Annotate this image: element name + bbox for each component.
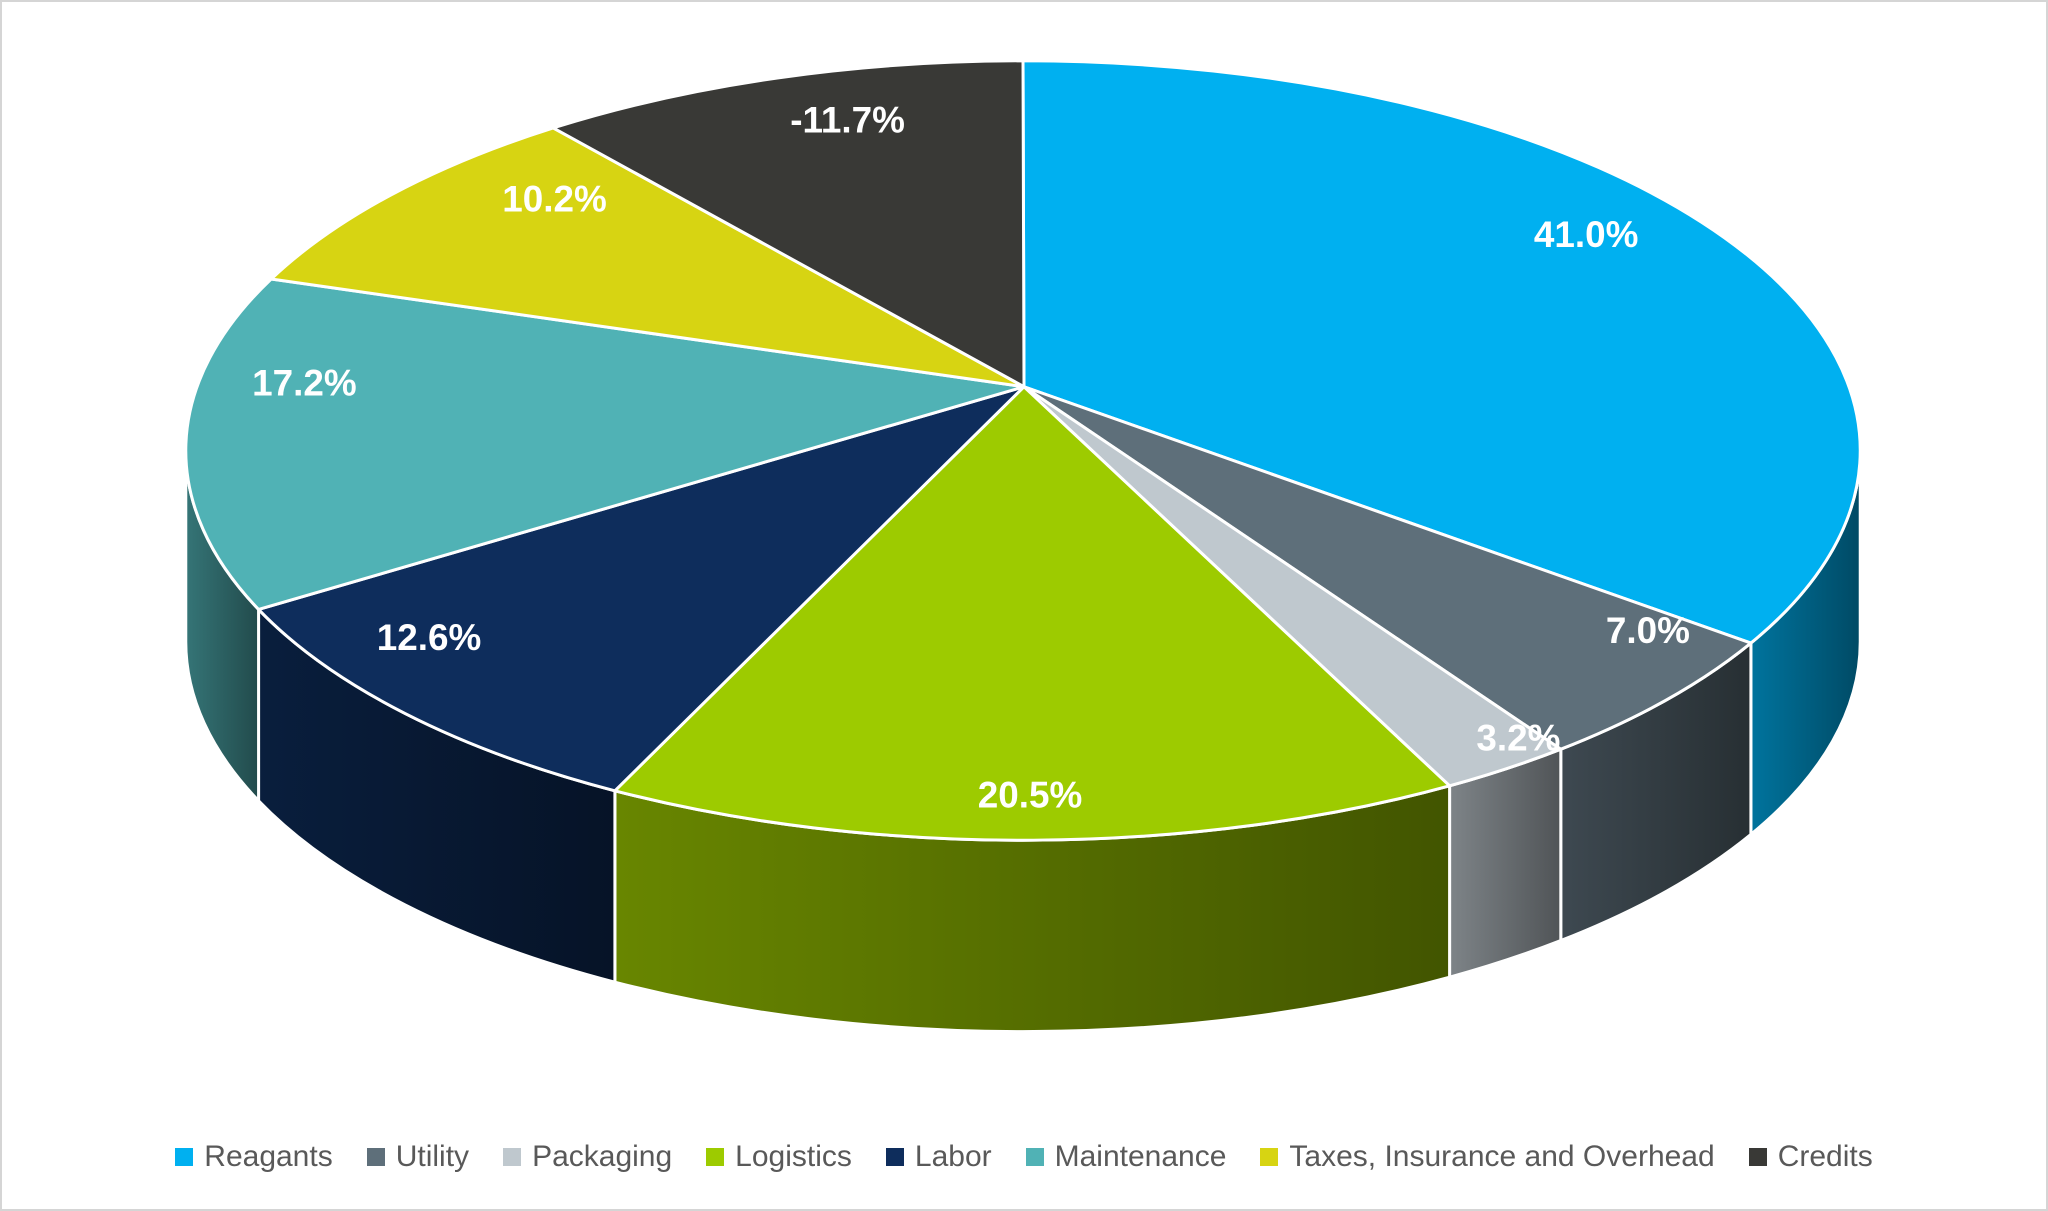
legend-item-packaging: Packaging: [503, 1142, 672, 1172]
legend-label-maintenance: Maintenance: [1054, 1140, 1227, 1173]
legend-label-credits: Credits: [1777, 1140, 1873, 1173]
pie-slice-labor: [257, 385, 1026, 793]
legend-marker-labor: [885, 1148, 904, 1166]
legend-marker-reagants: [175, 1148, 194, 1166]
legend-item-utility: Utility: [366, 1140, 470, 1173]
pie-label-labor: 12.6%: [377, 617, 482, 658]
legend-item-taxes-insurance-and-overhead: Taxes, Insurance and Overhead: [1260, 1140, 1715, 1173]
pie-slice-reagants: [1021, 59, 1862, 645]
legend-label-logistics: Logistics: [735, 1140, 852, 1173]
legend-marker-credits: [1748, 1148, 1767, 1166]
pie-label-utility: 7.0%: [1606, 610, 1690, 651]
legend-item-reagants: Reagants: [175, 1140, 333, 1173]
pie-slice-credits: [551, 59, 1026, 389]
legend-item-logistics: Logistics: [706, 1142, 852, 1172]
legend-label-labor: Labor: [914, 1140, 992, 1173]
legend-label-reagants: Reagants: [204, 1140, 333, 1173]
pie-label-packaging: 3.2%: [1476, 718, 1560, 759]
pie-slice-taxes-insurance-and-overhead: [269, 126, 1026, 389]
legend-item-labor: Labor: [885, 1140, 992, 1173]
legend-marker-utility: [366, 1148, 385, 1166]
pie-slice-utility: [1022, 385, 1753, 751]
pie-label-logistics: 20.5%: [978, 774, 1083, 815]
legend-item-maintenance: Maintenance: [1025, 1140, 1227, 1173]
pie-slice-side-packaging: [1448, 747, 1563, 979]
pie-slice-maintenance: [184, 277, 1026, 611]
legend-marker-maintenance: [1025, 1148, 1044, 1166]
legend-label-packaging: Packaging: [532, 1140, 673, 1173]
pie-label-reagants: 41.0%: [1534, 214, 1639, 255]
legend-label-utility: Utility: [395, 1140, 470, 1173]
legend-label-taxes-insurance-and-overhead: Taxes, Insurance and Overhead: [1289, 1140, 1715, 1173]
pie-label-credits: -11.7%: [790, 100, 905, 141]
pie-label-taxes-insurance-and-overhead: 10.2%: [502, 178, 607, 219]
pie-slice-logistics: [613, 385, 1452, 842]
pie-label-maintenance: 17.2%: [252, 363, 357, 404]
legend-marker-taxes-insurance-and-overhead: [1260, 1148, 1279, 1166]
legend-marker-logistics: [706, 1148, 725, 1166]
legend-marker-packaging: [503, 1148, 522, 1166]
legend-item-credits: Credits: [1748, 1140, 1873, 1173]
chart-legend: Reagants Utility Packaging Logistics Labor Ma…: [2, 1142, 2046, 1172]
